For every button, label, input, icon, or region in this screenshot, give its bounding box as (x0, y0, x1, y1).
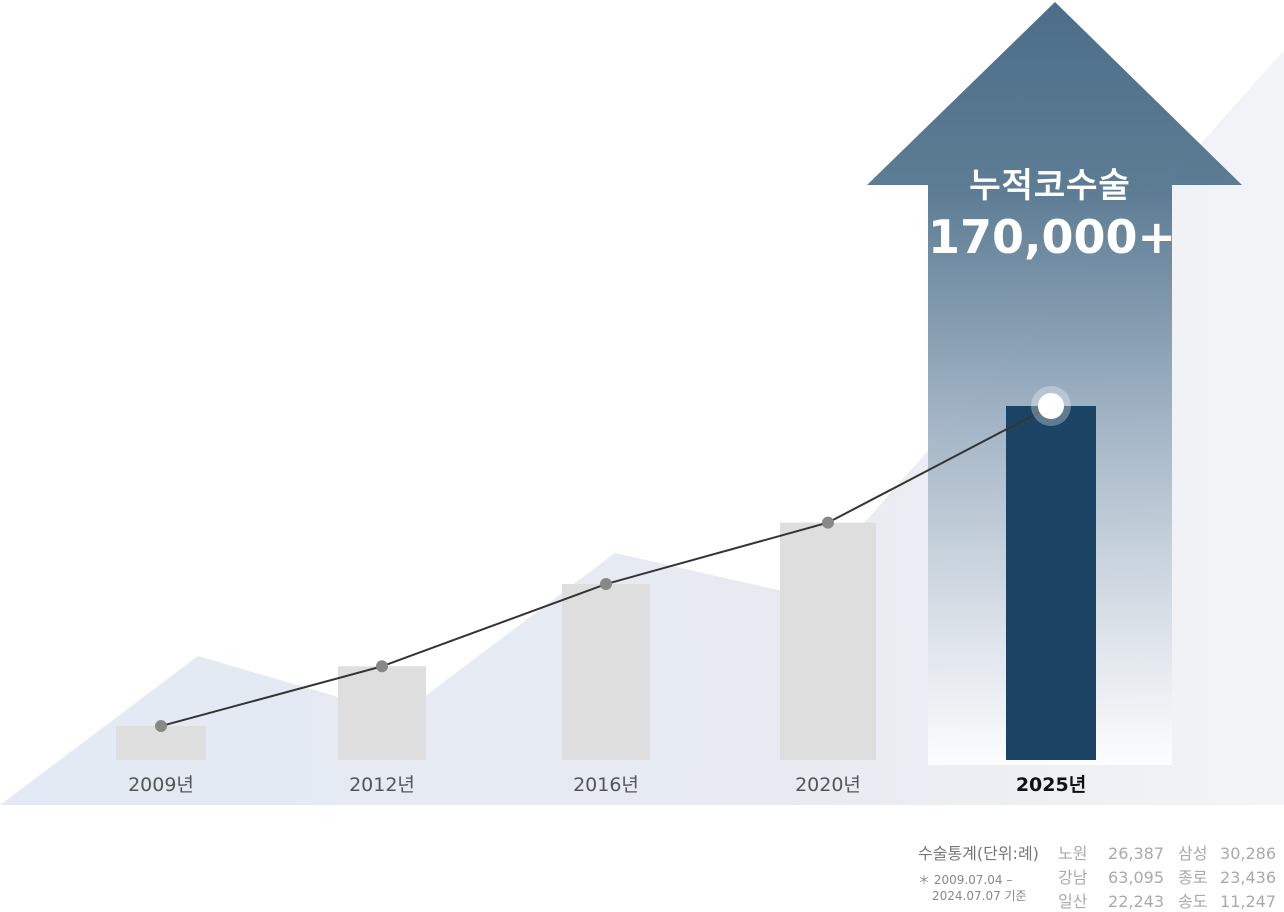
data-point (155, 720, 167, 733)
note-line: ＊ 2009.07.04 – (918, 873, 1013, 887)
branch-name: 노원 (1058, 844, 1088, 863)
stats-row: 일산 22,243 송도 11,247 (1058, 888, 1276, 912)
x-tick-label: 2012년 (349, 774, 415, 796)
bar-2025년 (1006, 406, 1096, 760)
data-point (600, 578, 612, 591)
data-point (1038, 393, 1064, 419)
data-point (376, 660, 388, 673)
branch-name: 송도 (1178, 892, 1208, 911)
x-tick-label: 2025년 (1015, 774, 1087, 796)
bar-2012년 (338, 666, 426, 760)
x-tick-label: 2009년 (128, 774, 194, 796)
x-tick-label: 2016년 (573, 774, 639, 796)
bar-2016년 (562, 584, 650, 760)
branch-name: 종로 (1178, 868, 1208, 887)
data-point (822, 516, 834, 529)
note-line: 2024.07.07 기준 (932, 889, 1027, 903)
bars-group (116, 406, 1096, 760)
headline-title: 누적코수술 (969, 166, 1131, 206)
bar-2020년 (780, 522, 876, 760)
branch-count: 11,247 (1220, 892, 1276, 911)
stats-label: 수술통계(단위:례) (918, 844, 1039, 863)
stats-row: 강남 63,095 종로 23,436 (1058, 864, 1276, 888)
branch-count: 22,243 (1108, 892, 1164, 911)
stats-note: ＊ 2009.07.04 – 2024.07.07 기준 (918, 872, 1027, 904)
branch-count: 26,387 (1108, 844, 1164, 863)
line-group (155, 386, 1071, 733)
branch-count: 30,286 (1220, 844, 1276, 863)
branch-count: 63,095 (1108, 868, 1164, 887)
headline-value: 170,000+ (928, 210, 1177, 264)
growth-arrow (867, 2, 1242, 765)
x-tick-label: 2020년 (795, 774, 861, 796)
branch-count: 23,436 (1220, 868, 1276, 887)
stats-row: 노원 26,387 삼성 30,286 (1058, 840, 1276, 864)
branch-name: 일산 (1058, 892, 1088, 911)
branch-name: 삼성 (1178, 844, 1208, 863)
branch-name: 강남 (1058, 868, 1088, 887)
